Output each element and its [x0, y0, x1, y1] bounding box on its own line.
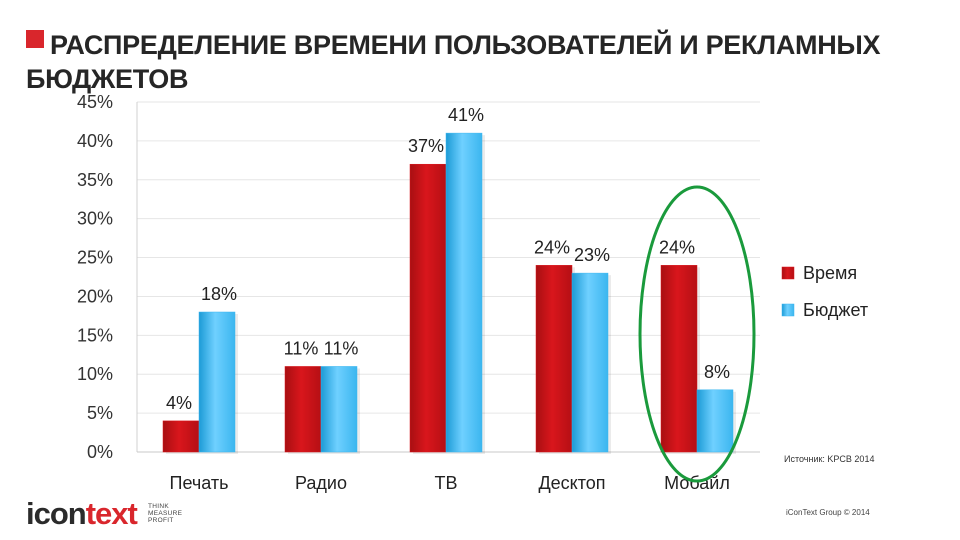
- x-tick-label: Радио: [295, 473, 347, 493]
- source-note: Источник: KPCB 2014: [784, 454, 875, 464]
- logo-wordmark: icontext: [26, 496, 138, 532]
- y-tick-label: 25%: [77, 248, 113, 268]
- bar-time: [660, 265, 698, 453]
- logo-tagline-line: THINK: [148, 503, 169, 510]
- logo-word-part1: icon: [26, 496, 87, 531]
- bar-budget: [696, 389, 734, 453]
- legend-label-time: Время: [803, 263, 857, 283]
- x-tick-label: Мобайл: [664, 473, 730, 493]
- data-label-time: 11%: [284, 338, 319, 358]
- data-label-budget: 41%: [448, 105, 484, 125]
- title-block: РАСПРЕДЕЛЕНИЕ ВРЕМЕНИ ПОЛЬЗОВАТЕЛЕЙ И РЕ…: [26, 28, 926, 96]
- data-label-budget: 8%: [704, 362, 730, 382]
- data-label-budget: 11%: [324, 338, 359, 358]
- copyright-text: iConText Group © 2014: [786, 508, 870, 517]
- bar-time: [409, 163, 447, 453]
- y-tick-label: 0%: [87, 442, 113, 462]
- highlight-ellipse: [638, 185, 756, 483]
- bar-time: [284, 366, 322, 453]
- legend-swatch-budget: [781, 303, 795, 317]
- data-label-budget: 18%: [201, 284, 237, 304]
- x-tick-label: Печать: [170, 473, 229, 493]
- logo-tagline-line: PROFIT: [148, 517, 174, 524]
- legend-label-budget: Бюджет: [803, 300, 868, 320]
- logo-tagline-line: MEASURE: [148, 510, 183, 517]
- y-tick-label: 5%: [87, 403, 113, 423]
- bar-budget: [198, 311, 236, 453]
- logo-word-part2: text: [85, 496, 138, 531]
- x-tick-label: Десктоп: [538, 473, 605, 493]
- legend-swatch-time: [781, 266, 795, 280]
- title-accent-square: [26, 30, 44, 48]
- x-tick-label: ТВ: [434, 473, 457, 493]
- data-label-time: 4%: [166, 393, 192, 413]
- bar-time: [162, 420, 200, 453]
- bar-budget: [445, 132, 483, 453]
- bar-time: [535, 265, 573, 453]
- y-tick-label: 20%: [77, 286, 113, 306]
- y-tick-label: 40%: [77, 131, 113, 151]
- y-tick-label: 45%: [77, 92, 113, 112]
- data-label-time: 24%: [534, 237, 570, 257]
- logo-tagline: THINK MEASURE PROFIT: [148, 503, 182, 524]
- chart-title: РАСПРЕДЕЛЕНИЕ ВРЕМЕНИ ПОЛЬЗОВАТЕЛЕЙ И РЕ…: [26, 30, 881, 94]
- bar-budget: [571, 272, 609, 453]
- y-tick-label: 10%: [77, 364, 113, 384]
- y-tick-label: 15%: [77, 325, 113, 345]
- data-label-time: 37%: [408, 136, 444, 156]
- y-tick-label: 35%: [77, 170, 113, 190]
- data-label-time: 24%: [659, 237, 695, 257]
- bar-budget: [320, 366, 358, 453]
- y-tick-label: 30%: [77, 209, 113, 229]
- data-label-budget: 23%: [574, 245, 610, 265]
